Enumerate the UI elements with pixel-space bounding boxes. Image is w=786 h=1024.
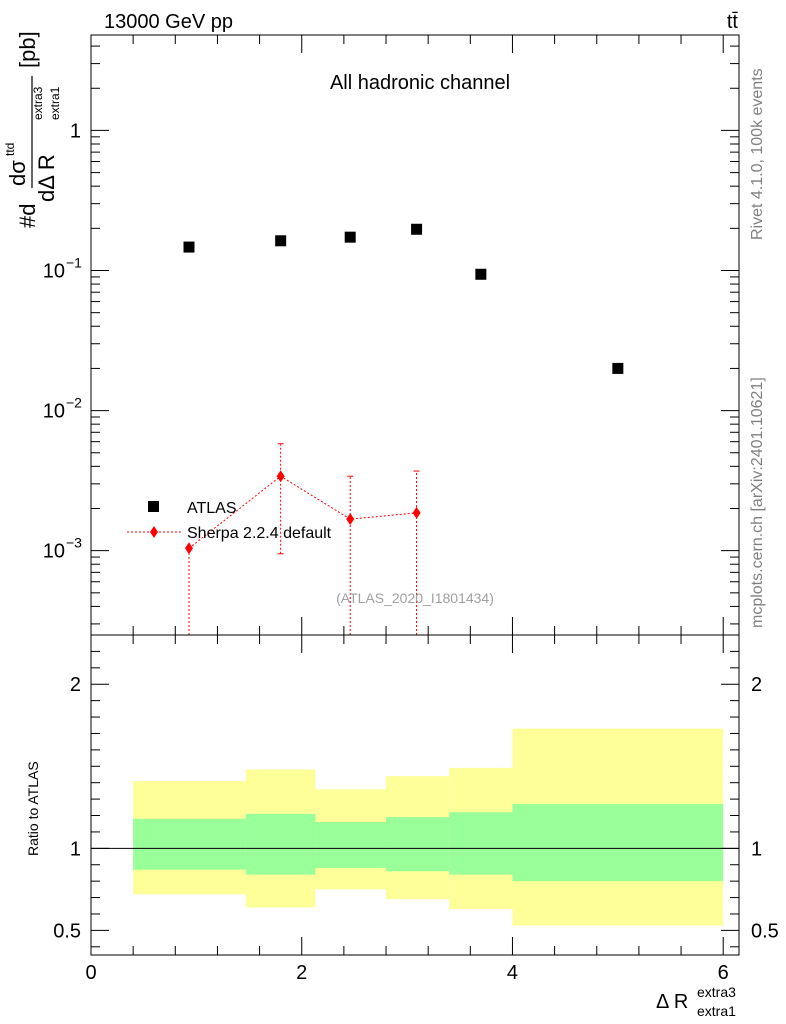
atlas-point — [183, 241, 195, 253]
x-label-sub: extra1 — [697, 1003, 736, 1019]
legend: ATLAS Sherpa 2.2.4 default — [127, 500, 332, 542]
ratio-y-tick-label-left: 1 — [70, 838, 81, 860]
top-y-tick-label: 10 — [43, 541, 65, 563]
sherpa-point — [412, 506, 421, 519]
y-label-denominator-sup: extra3 — [31, 86, 45, 120]
ratio-band-inner — [449, 812, 513, 875]
top-y-tick-exponent: −3 — [66, 535, 82, 551]
x-tick-label: 2 — [296, 962, 307, 984]
ratio-band-inner — [386, 817, 450, 872]
legend-label-atlas: ATLAS — [187, 500, 237, 517]
x-label-main: Δ R — [656, 991, 688, 1013]
energy-label: 13000 GeV pp — [104, 11, 233, 33]
x-tick-label: 0 — [85, 962, 96, 984]
atlas-point — [612, 362, 624, 374]
ratio-frame — [90, 634, 740, 956]
process-label: tt̄ — [727, 11, 739, 33]
top-y-tick-label: 10 — [43, 401, 65, 423]
ratio-y-tick-label-left: 2 — [70, 674, 81, 696]
atlas-point — [475, 268, 487, 280]
y-label-unit: [pb] — [15, 31, 40, 68]
x-axis-label: Δ R extra3 extra1 — [656, 984, 736, 1019]
legend-marker-sherpa — [150, 526, 158, 538]
ratio-band-inner — [245, 813, 316, 875]
y-label-numerator-sup: ttd — [3, 143, 17, 156]
atlas-point — [344, 231, 356, 243]
channel-label: All hadronic channel — [330, 72, 510, 94]
ratio-band-inner — [512, 804, 724, 882]
y-label-numerator: dσ — [5, 160, 30, 186]
ratio-band-inner — [133, 818, 246, 870]
ratio-y-tick-label-left: 0.5 — [53, 920, 81, 942]
sherpa-point — [184, 542, 193, 555]
x-tick-label: 4 — [507, 962, 518, 984]
sherpa-point — [346, 513, 355, 526]
x-tick-label: 6 — [718, 962, 729, 984]
ratio-y-tick-label-right: 1 — [751, 838, 762, 860]
top-y-tick-exponent: −1 — [66, 255, 82, 271]
side-label-top: Rivet 4.1.0, 100k events — [749, 68, 766, 240]
ratio-y-tick-label-right: 2 — [751, 674, 762, 696]
y-label-prefix: #d — [15, 204, 40, 228]
atlas-point — [411, 223, 423, 235]
y-label-denominator: dΔ R — [34, 154, 59, 202]
sherpa-line — [188, 475, 417, 549]
ratio-y-label: Ratio to ATLAS — [25, 761, 41, 856]
top-y-label: #d dσ ttd dΔ R extra3 extra1 [pb] — [3, 31, 62, 228]
top-y-tick-exponent: −2 — [66, 395, 82, 411]
side-label-bottom: mcplots.cern.ch [arXiv:2401.10621] — [749, 377, 766, 628]
top-y-tick-label: 1 — [70, 120, 81, 142]
top-y-tick-label: 10 — [43, 261, 65, 283]
atlas-point — [275, 235, 287, 247]
legend-marker-atlas — [148, 501, 159, 512]
legend-label-sherpa: Sherpa 2.2.4 default — [187, 525, 332, 542]
y-label-denominator-sub: extra1 — [48, 86, 62, 120]
analysis-label: (ATLAS_2020_I1801434) — [336, 590, 494, 606]
x-label-sup: extra3 — [697, 984, 736, 1000]
sherpa-point — [276, 470, 285, 483]
ratio-y-tick-label-right: 0.5 — [751, 920, 779, 942]
ratio-band-inner — [315, 822, 387, 869]
